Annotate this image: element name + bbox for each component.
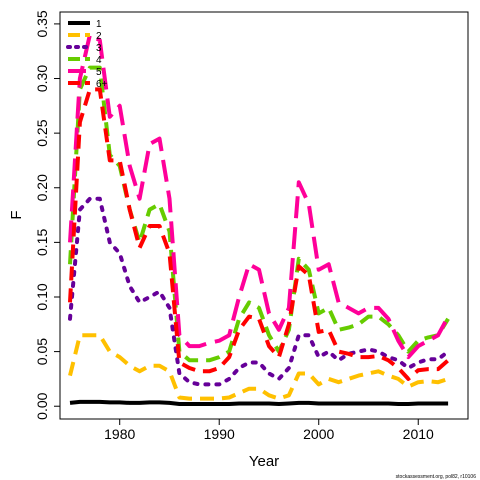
legend-label-5: 5	[96, 67, 102, 78]
x-tick-label: 2010	[403, 426, 434, 442]
y-tick-label: 0.10	[34, 283, 50, 310]
plot-frame	[59, 11, 469, 420]
legend-label-2: 2	[96, 31, 102, 42]
y-tick-label: 0.25	[34, 119, 50, 146]
y-tick-label: 0.20	[34, 174, 50, 201]
x-axis: 1980 1990 2000 2010	[104, 419, 434, 442]
y-tick-label: 0.30	[34, 65, 50, 92]
y-tick-label: 0.35	[34, 10, 50, 37]
legend-label-1: 1	[96, 19, 102, 30]
x-tick-label: 1980	[104, 426, 135, 442]
series-line-3	[68, 196, 451, 387]
series-line-6	[68, 87, 450, 381]
legend-label-3: 3	[96, 43, 102, 54]
x-axis-label: Year	[249, 453, 279, 470]
legend-label-4: 4	[96, 55, 102, 66]
legend-label-6: 6+	[96, 79, 108, 90]
y-axis: 0.00 0.05 0.10 0.15 0.20 0.25 0.30 0.35	[34, 10, 60, 420]
footnote: stockassessment.org, pol82, r10106	[396, 474, 477, 480]
y-axis-label: F	[8, 210, 25, 219]
series-line-5	[68, 32, 450, 360]
y-tick-label: 0.15	[34, 229, 50, 256]
series-line-1	[69, 399, 449, 406]
series-line-4	[68, 65, 450, 363]
x-tick-label: 1990	[204, 426, 235, 442]
x-tick-label: 2000	[303, 426, 334, 442]
plot-lines	[68, 32, 451, 406]
y-tick-label: 0.00	[34, 392, 50, 419]
y-tick-label: 0.05	[34, 338, 50, 365]
